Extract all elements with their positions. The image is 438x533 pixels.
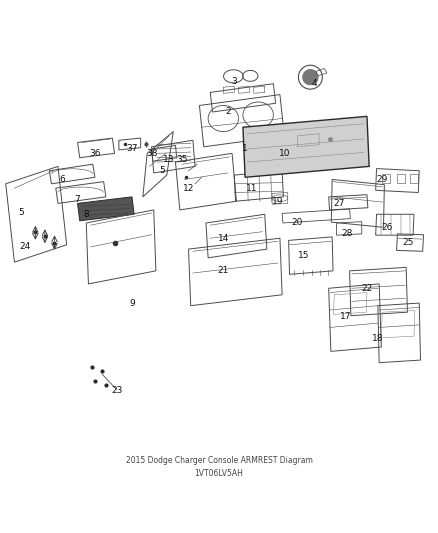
Text: 36: 36 xyxy=(89,149,101,158)
Text: 18: 18 xyxy=(372,334,384,343)
Text: 13: 13 xyxy=(163,156,175,164)
Text: 1VT06LV5AH: 1VT06LV5AH xyxy=(194,469,244,478)
Text: 9: 9 xyxy=(129,299,135,308)
Text: 26: 26 xyxy=(381,223,392,232)
Text: 37: 37 xyxy=(126,144,138,154)
Text: 3: 3 xyxy=(231,77,237,86)
Text: 17: 17 xyxy=(339,312,351,321)
Text: 5: 5 xyxy=(159,166,165,175)
Text: 19: 19 xyxy=(272,197,283,206)
Text: 1: 1 xyxy=(242,144,248,154)
Polygon shape xyxy=(243,116,369,177)
Text: 23: 23 xyxy=(111,386,122,395)
Text: 15: 15 xyxy=(298,251,310,260)
Polygon shape xyxy=(78,197,134,221)
Text: 28: 28 xyxy=(342,229,353,238)
Text: 7: 7 xyxy=(74,195,81,204)
Text: 11: 11 xyxy=(246,184,258,192)
Text: 22: 22 xyxy=(361,284,373,293)
Text: 5: 5 xyxy=(18,207,24,216)
Wedge shape xyxy=(303,69,318,85)
Text: 24: 24 xyxy=(20,243,31,252)
Text: 10: 10 xyxy=(279,149,290,158)
Text: 6: 6 xyxy=(60,175,65,184)
Text: 4: 4 xyxy=(312,79,318,88)
Text: 12: 12 xyxy=(183,184,194,192)
Text: 20: 20 xyxy=(292,219,303,228)
Text: 25: 25 xyxy=(403,238,414,247)
Text: 8: 8 xyxy=(83,210,89,219)
Text: 2: 2 xyxy=(225,108,230,117)
Text: 38: 38 xyxy=(146,149,157,158)
Text: 27: 27 xyxy=(333,199,344,208)
Text: 14: 14 xyxy=(218,233,229,243)
Text: 2015 Dodge Charger Console ARMREST Diagram: 2015 Dodge Charger Console ARMREST Diagr… xyxy=(126,456,312,465)
Text: 29: 29 xyxy=(377,175,388,184)
Text: 35: 35 xyxy=(176,156,188,164)
Text: 21: 21 xyxy=(218,266,229,276)
